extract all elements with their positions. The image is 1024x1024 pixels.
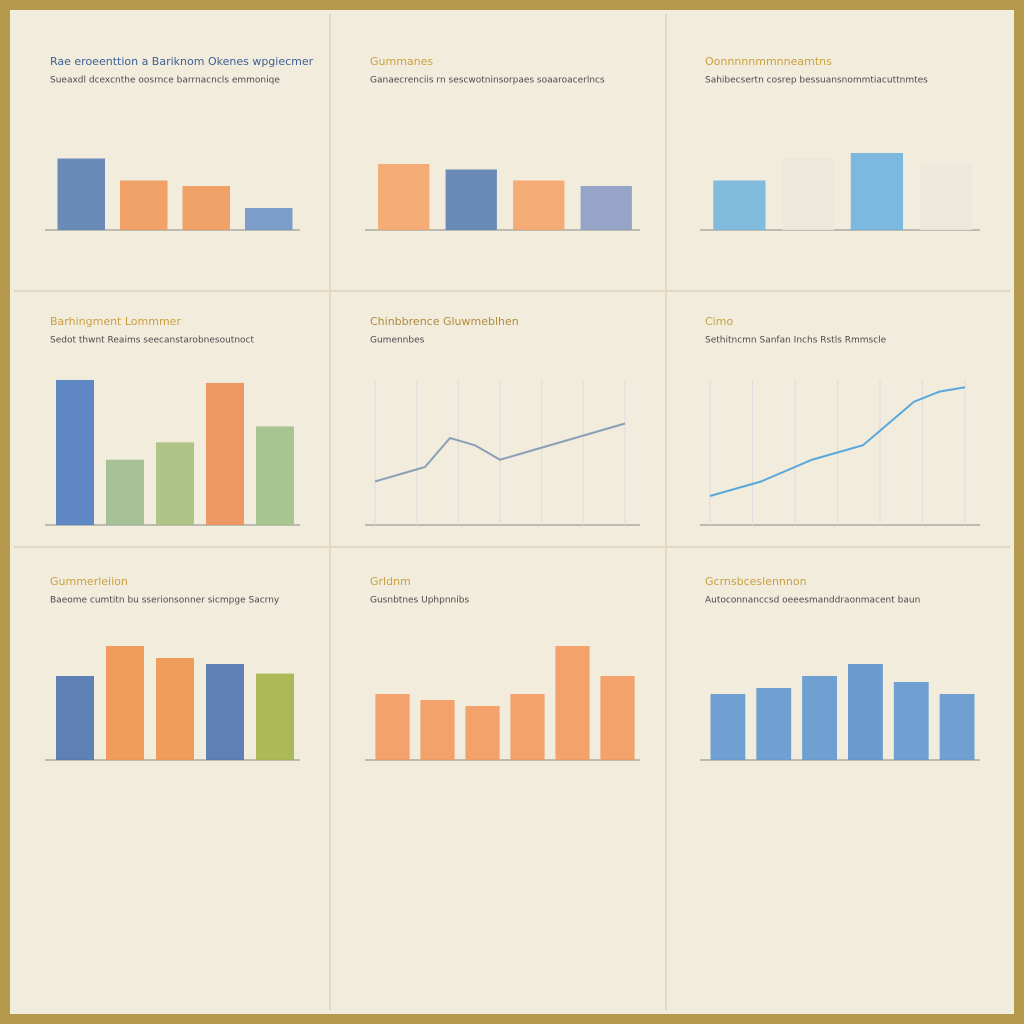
panel-subtitle: Gumennbes (370, 336, 425, 346)
bar (713, 180, 766, 230)
panel-title: Cimo (705, 315, 733, 328)
line (709, 386, 966, 497)
line (374, 422, 626, 483)
panel-subtitle: Sethitncmn Sanfan Inchs Rstls Rmmscle (705, 336, 887, 346)
bar (378, 164, 430, 230)
bar (756, 688, 792, 760)
bar (256, 673, 294, 760)
bar (56, 676, 94, 760)
bar (513, 180, 565, 230)
panel-subtitle: Gusnbtnes Uphpnnibs (370, 596, 469, 606)
panel-title: Gummanes (370, 55, 433, 68)
bar (56, 380, 94, 525)
bar (802, 676, 837, 760)
panel-subtitle: Sedot thwnt Reaims seecanstarobnesoutnoc… (50, 336, 254, 346)
bar (156, 658, 194, 760)
bar (445, 169, 497, 230)
bar (206, 382, 244, 525)
bar (245, 208, 293, 230)
panel-dividers (14, 14, 1010, 1010)
bar (465, 706, 500, 760)
panel-subtitle: Sueaxdl dcexcnthe oosrnce barrnacncls em… (50, 76, 280, 86)
bar (106, 646, 144, 760)
bar (256, 426, 294, 525)
bar (182, 186, 230, 230)
bar (580, 186, 632, 230)
panel-subtitle: Autoconnanccsd oeeesmanddraonmacent baun (705, 596, 920, 606)
bar (555, 646, 590, 760)
bar (156, 442, 194, 525)
bar (420, 700, 455, 760)
bar (600, 676, 635, 760)
bar (375, 694, 410, 760)
panel-title: Rae eroeenttion a Bariknom Okenes wpgiec… (50, 55, 314, 68)
bar (850, 153, 903, 230)
bar (710, 694, 746, 760)
panel-subtitle: Baeome cumtitn bu sserionsonner sicmpge … (50, 596, 280, 606)
bar (782, 158, 835, 230)
bar (510, 694, 545, 760)
bar (939, 694, 975, 760)
bar (206, 664, 244, 760)
bar (848, 664, 883, 760)
bar (893, 682, 929, 760)
bar (120, 180, 168, 230)
panel-title: Barhingment Lommmer (50, 315, 181, 328)
panel-title: Grldnm (370, 575, 411, 588)
panel-title: Oonnnnnmmnneamtns (705, 55, 832, 68)
bar (919, 164, 972, 230)
panel-subtitle: Ganaecrenciis rn sescwotninsorpaes soaar… (370, 76, 605, 86)
bar (57, 158, 105, 230)
panel-title: Gummerleiion (50, 575, 128, 588)
bar (106, 459, 144, 525)
panel-title: Gcrnsbceslennnon (705, 575, 807, 588)
panel-subtitle: Sahibecsertn cosrep bessuansnommtiacuttn… (705, 76, 928, 86)
panel-title: Chinbbrence Gluwmeblhen (370, 315, 519, 328)
